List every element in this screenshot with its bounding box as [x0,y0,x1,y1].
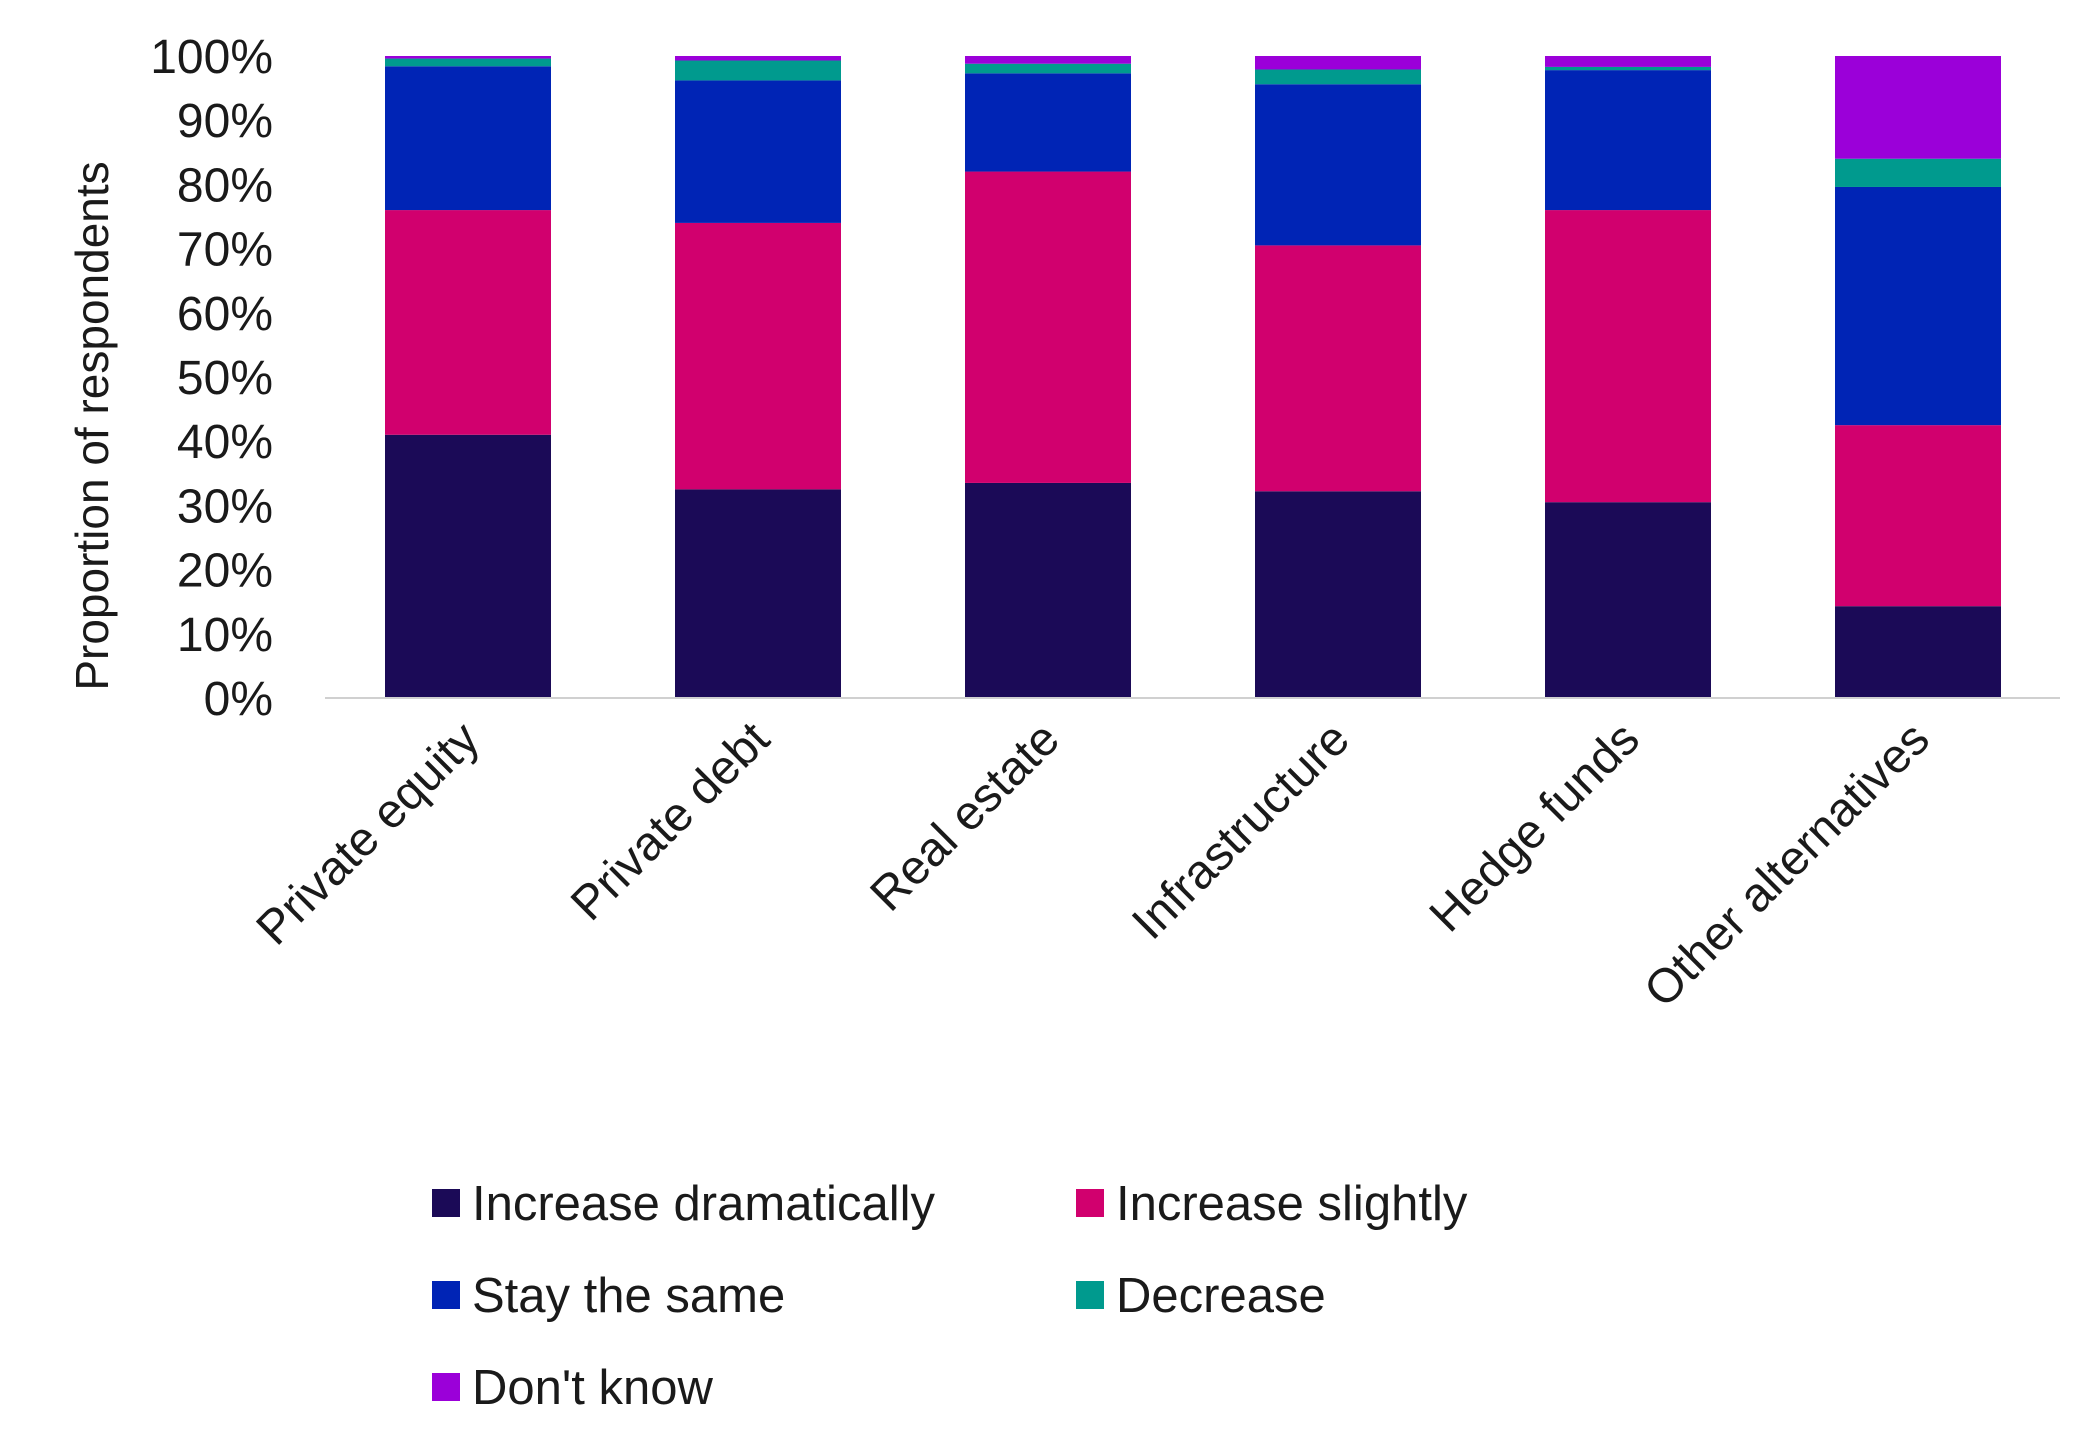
legend-swatch [1076,1189,1104,1217]
bar-other-alternatives-stay-the-same [1835,186,2001,426]
bar-real-estate-decrease [965,63,1131,74]
legend-swatch [432,1189,460,1217]
bar-private-equity-stay-the-same [385,66,551,211]
bar-infrastructure-stay-the-same [1255,84,1421,246]
bar-infrastructure-decrease [1255,69,1421,85]
bar-hedge-funds-decrease [1545,66,1711,71]
bar-other-alternatives-decrease [1835,158,2001,187]
y-tick-label: 70% [177,224,273,277]
y-tick-label: 20% [177,545,273,598]
y-tick-label: 10% [177,609,273,662]
bar-infrastructure-don-t-know [1255,56,1421,70]
bar-hedge-funds-stay-the-same [1545,70,1711,211]
bar-private-equity-decrease [385,58,551,67]
bar-private-equity-don-t-know [385,56,551,59]
x-category-label: Hedge funds [1420,712,1650,942]
legend-label: Decrease [1116,1269,1326,1323]
legend-label: Increase dramatically [472,1177,935,1231]
x-category-label: Private debt [561,712,780,931]
y-tick-label: 90% [177,95,273,148]
bar-other-alternatives-don-t-know [1835,56,2001,159]
legend-label: Stay the same [472,1269,785,1323]
legend: Increase dramatically Increase slightly St… [432,1177,1468,1415]
y-axis-title: Proportion of respondents [66,161,118,690]
legend-item-increase-slightly: Increase slightly [1076,1177,1468,1231]
bar-hedge-funds-increase-dramatically [1545,502,1711,698]
legend-item-decrease: Decrease [1076,1269,1326,1323]
legend-item-stay-the-same: Stay the same [432,1269,785,1323]
bar-private-equity-increase-dramatically [385,434,551,698]
bar-private-debt-decrease [675,60,841,81]
x-category-label: Private equity [247,712,490,955]
legend-swatch [1076,1281,1104,1309]
bar-private-debt-increase-slightly [675,222,841,490]
legend-swatch [432,1281,460,1309]
bar-private-debt-don-t-know [675,56,841,61]
y-tick-labels: 0% 10% 20% 30% 40% 50% 60% 70% 80% 90% 100% [150,31,273,726]
bar-hedge-funds-don-t-know [1545,56,1711,67]
x-category-label: Other alternatives [1634,712,1939,1017]
legend-item-increase-dramatically: Increase dramatically [432,1177,935,1231]
y-tick-label: 100% [150,31,273,84]
bar-private-debt-increase-dramatically [675,489,841,698]
y-tick-label: 80% [177,159,273,212]
y-tick-label: 0% [204,673,273,726]
bar-private-debt-stay-the-same [675,80,841,223]
bar-other-alternatives-increase-dramatically [1835,606,2001,698]
bar-infrastructure-increase-slightly [1255,245,1421,492]
bar-infrastructure-increase-dramatically [1255,491,1421,698]
legend-item-don-t-know: Don't know [432,1361,713,1415]
bar-other-alternatives-increase-slightly [1835,425,2001,607]
legend-swatch [432,1373,460,1401]
x-category-label: Infrastructure [1122,712,1359,949]
bar-real-estate-stay-the-same [965,73,1131,172]
legend-label: Increase slightly [1116,1177,1468,1231]
bar-real-estate-increase-slightly [965,171,1131,483]
legend-label: Don't know [472,1361,713,1415]
y-tick-label: 60% [177,288,273,341]
bar-real-estate-don-t-know [965,56,1131,64]
y-tick-label: 50% [177,352,273,405]
y-tick-label: 30% [177,480,273,533]
y-tick-label: 40% [177,416,273,469]
x-category-label: Real estate [861,712,1070,921]
bars-layer [385,56,2001,698]
bar-hedge-funds-increase-slightly [1545,210,1711,503]
bar-real-estate-increase-dramatically [965,482,1131,698]
category-labels: Private equity Private debt Real estate Inf… [247,712,1940,1017]
bar-private-equity-increase-slightly [385,210,551,435]
